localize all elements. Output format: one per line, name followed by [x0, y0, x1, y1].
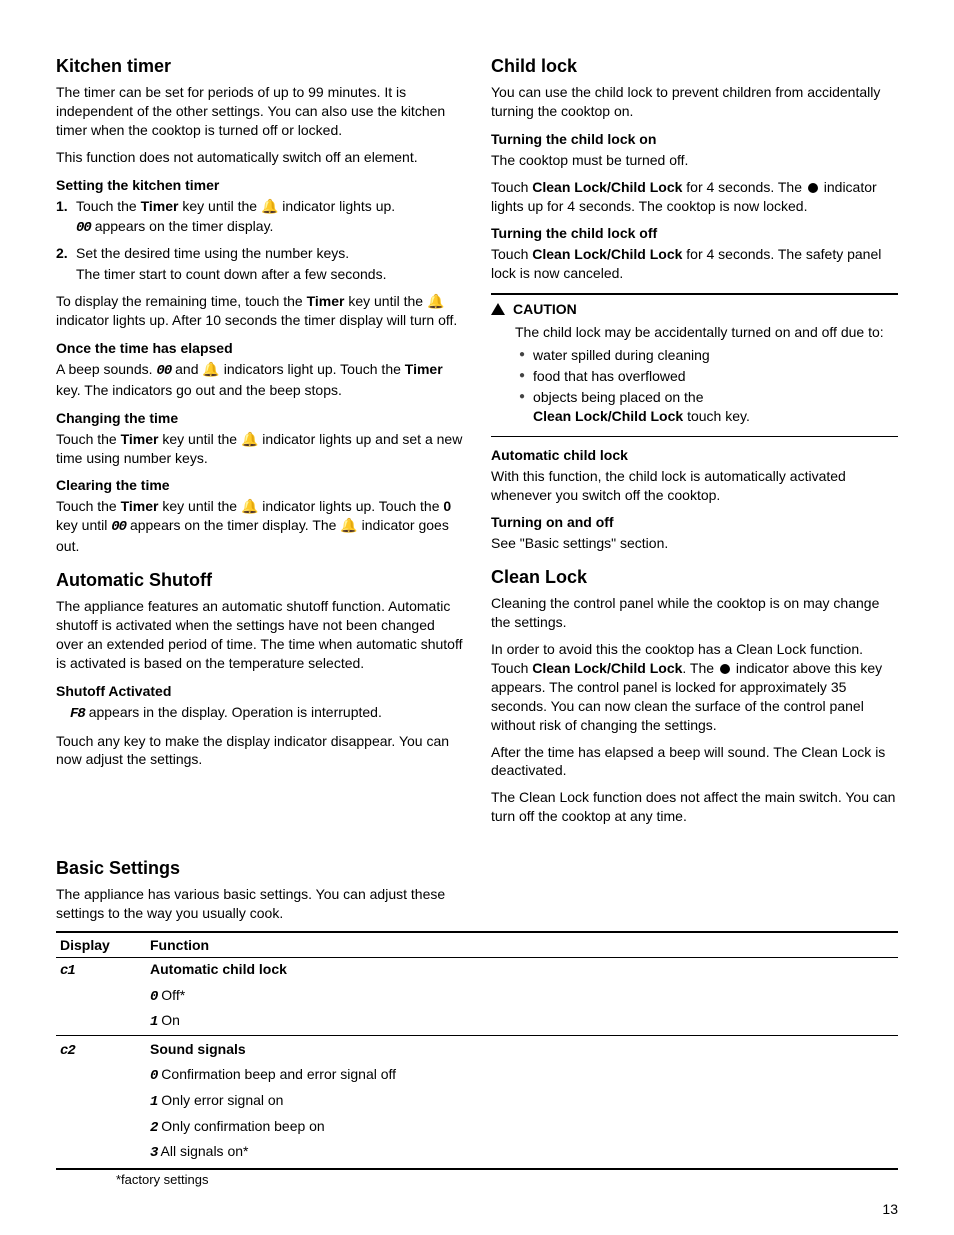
text: appears on the timer display. [91, 218, 274, 234]
text: Touch the [76, 198, 141, 214]
auto-child-lock-text: With this function, the child lock is au… [491, 467, 898, 505]
page-number: 13 [882, 1201, 898, 1217]
kitchen-timer-intro-2: This function does not automatically swi… [56, 148, 463, 167]
clearing-time-text: Touch the Timer key until the 🔔 indicato… [56, 497, 463, 556]
step-1: 1. Touch the Timer key until the 🔔 indic… [56, 197, 463, 239]
col-display: Display [56, 932, 146, 958]
kitchen-timer-intro-1: The timer can be set for periods of up t… [56, 83, 463, 140]
child-lock-off-title: Turning the child lock off [491, 225, 898, 241]
clean-lock-text-2: In order to avoid this the cooktop has a… [491, 640, 898, 734]
step-num: 2. [56, 244, 70, 284]
kitchen-timer-title: Kitchen timer [56, 56, 463, 77]
shutoff-activated-title: Shutoff Activated [56, 683, 463, 699]
list-item: ●food that has overflowed [515, 367, 898, 386]
caution-intro: The child lock may be accidentally turne… [515, 323, 898, 342]
step-2: 2. Set the desired time using the number… [56, 244, 463, 284]
bell-icon: 🔔 [241, 498, 258, 514]
dot-icon [720, 664, 730, 674]
bell-icon: 🔔 [202, 361, 219, 377]
list-item: ●water spilled during cleaning [515, 346, 898, 365]
setting-name: Automatic child lock [150, 961, 287, 977]
shutoff-activated-text-1: F8 appears in the display. Operation is … [56, 703, 463, 724]
child-lock-title: Child lock [491, 56, 898, 77]
table-row: c2 Sound signals [56, 1035, 898, 1063]
bell-icon: 🔔 [241, 431, 258, 447]
clean-lock-text-1: Cleaning the control panel while the coo… [491, 594, 898, 632]
manual-page: Kitchen timer The timer can be set for p… [0, 0, 954, 1217]
changing-time-title: Changing the time [56, 410, 463, 426]
table-row: 0 Confirmation beep and error signal off [56, 1063, 898, 1089]
table-row: 0 Off* [56, 984, 898, 1010]
basic-settings-intro: The appliance has various basic settings… [56, 885, 476, 923]
list-item: ●objects being placed on theClean Lock/C… [515, 388, 898, 426]
caution-label: CAUTION [513, 301, 577, 317]
clean-lock-title: Clean Lock [491, 567, 898, 588]
bell-icon: 🔔 [340, 517, 357, 533]
caution-list: ●water spilled during cleaning ●food tha… [515, 346, 898, 426]
setting-kitchen-timer-title: Setting the kitchen timer [56, 177, 463, 193]
clean-lock-text-4: The Clean Lock function does not affect … [491, 788, 898, 826]
dot-icon [808, 183, 818, 193]
child-lock-intro: You can use the child lock to prevent ch… [491, 83, 898, 121]
turning-on-off-title: Turning on and off [491, 514, 898, 530]
setting-steps: 1. Touch the Timer key until the 🔔 indic… [56, 197, 463, 285]
clearing-time-title: Clearing the time [56, 477, 463, 493]
table-row: 1 Only error signal on [56, 1089, 898, 1115]
basic-settings-title: Basic Settings [56, 858, 898, 879]
col-function: Function [146, 932, 898, 958]
settings-table: Display Function c1 Automatic child lock… [56, 931, 898, 1170]
turning-on-off-text: See "Basic settings" section. [491, 534, 898, 553]
auto-child-lock-title: Automatic child lock [491, 447, 898, 463]
table-row: c1 Automatic child lock [56, 957, 898, 983]
table-row: 2 Only confirmation beep on [56, 1115, 898, 1141]
warning-icon [491, 303, 505, 315]
child-lock-on-title: Turning the child lock on [491, 131, 898, 147]
auto-shutoff-text: The appliance features an automatic shut… [56, 597, 463, 673]
time-elapsed-title: Once the time has elapsed [56, 340, 463, 356]
table-footnote: *factory settings [56, 1172, 898, 1187]
bell-icon: 🔔 [427, 293, 444, 309]
child-lock-on-text-2: Touch Clean Lock/Child Lock for 4 second… [491, 178, 898, 216]
shutoff-activated-text-2: Touch any key to make the display indica… [56, 732, 463, 770]
right-column: Child lock You can use the child lock to… [491, 56, 898, 834]
table-row: 3 All signals on* [56, 1140, 898, 1169]
display-00: 00 [76, 220, 91, 236]
setting-name: Sound signals [150, 1041, 246, 1057]
two-column-layout: Kitchen timer The timer can be set for p… [56, 56, 898, 834]
child-lock-on-text-1: The cooktop must be turned off. [491, 151, 898, 170]
text: key until the [178, 198, 261, 214]
basic-settings-section: Basic Settings The appliance has various… [56, 858, 898, 1187]
text: Set the desired time using the number ke… [76, 245, 349, 261]
display-code: c1 [60, 963, 75, 979]
display-code: c2 [60, 1043, 75, 1059]
time-elapsed-text: A beep sounds. 00 and 🔔 indicators light… [56, 360, 463, 400]
changing-time-text: Touch the Timer key until the 🔔 indicato… [56, 430, 463, 468]
caution-box: CAUTION The child lock may be accidental… [491, 293, 898, 436]
text: The timer start to count down after a fe… [76, 265, 463, 284]
auto-shutoff-title: Automatic Shutoff [56, 570, 463, 591]
text: indicator lights up. [278, 198, 395, 214]
left-column: Kitchen timer The timer can be set for p… [56, 56, 463, 834]
remaining-time-text: To display the remaining time, touch the… [56, 292, 463, 330]
timer-key: Timer [141, 198, 179, 214]
child-lock-off-text: Touch Clean Lock/Child Lock for 4 second… [491, 245, 898, 283]
bell-icon: 🔔 [261, 198, 278, 214]
table-row: 1 On [56, 1009, 898, 1035]
step-num: 1. [56, 197, 70, 239]
clean-lock-text-3: After the time has elapsed a beep will s… [491, 743, 898, 781]
